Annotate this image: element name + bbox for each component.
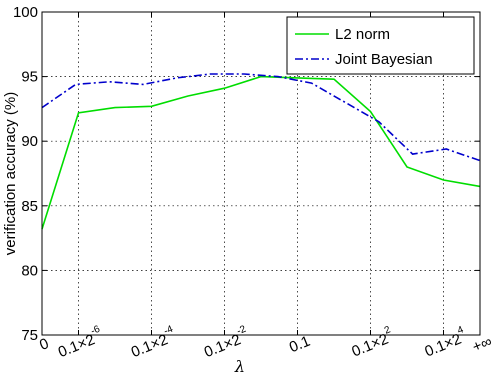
y-axis-label: verification accuracy (%) bbox=[2, 92, 19, 255]
svg-text:0.1×2-4: 0.1×2-4 bbox=[127, 324, 179, 361]
legend-label-joint-bayesian: Joint Bayesian bbox=[335, 51, 433, 68]
svg-text:0.1×2-2: 0.1×2-2 bbox=[200, 324, 252, 361]
x-tick-label: 0.1×2-4 bbox=[127, 324, 179, 361]
y-tick-label: 75 bbox=[21, 327, 38, 344]
svg-text:+∞: +∞ bbox=[470, 333, 495, 356]
x-tick-label: +∞ bbox=[470, 333, 495, 356]
svg-text:0.1×22: 0.1×22 bbox=[348, 325, 397, 361]
y-tick-label: 95 bbox=[21, 69, 38, 86]
y-tick-label: 80 bbox=[21, 262, 38, 279]
y-tick-label: 90 bbox=[21, 133, 38, 150]
legend-label-l2-norm: L2 norm bbox=[335, 26, 390, 43]
svg-text:0.1×24: 0.1×24 bbox=[421, 325, 470, 361]
y-tick-label: 85 bbox=[21, 198, 38, 215]
svg-text:0: 0 bbox=[37, 335, 51, 354]
x-tick-label: 0.1×2-6 bbox=[54, 324, 106, 361]
x-tick-label: 0.1×22 bbox=[348, 325, 397, 361]
y-tick-label: 100 bbox=[13, 4, 38, 21]
series-lines bbox=[41, 73, 481, 230]
x-axis-label: λ bbox=[234, 357, 245, 376]
y-axis-ticks: 75 80 85 90 95 100 bbox=[13, 4, 480, 344]
svg-text:0.1: 0.1 bbox=[287, 333, 313, 357]
grid-lines bbox=[42, 12, 480, 335]
plot-frame bbox=[41, 11, 481, 336]
x-tick-label: 0.1 bbox=[287, 333, 313, 357]
x-tick-label: 0 bbox=[37, 335, 51, 354]
series-line-joint-bayesian bbox=[41, 73, 481, 162]
series-line-l2-norm bbox=[41, 75, 481, 230]
legend-box bbox=[286, 16, 475, 75]
legend: L2 norm Joint Bayesian bbox=[286, 16, 475, 75]
x-tick-label: 0.1×2-2 bbox=[200, 324, 252, 361]
x-tick-label: 0.1×24 bbox=[421, 325, 470, 361]
svg-text:0.1×2-6: 0.1×2-6 bbox=[54, 324, 106, 361]
